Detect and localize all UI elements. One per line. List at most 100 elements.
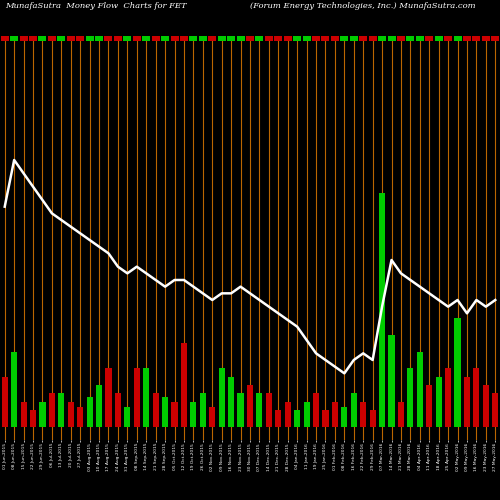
Bar: [20, 36, 28, 41]
Bar: [274, 36, 282, 41]
Bar: [208, 36, 216, 41]
Bar: [256, 394, 262, 426]
Bar: [342, 406, 347, 426]
Bar: [190, 36, 198, 41]
Bar: [11, 352, 17, 426]
Bar: [492, 36, 500, 41]
Bar: [38, 36, 46, 41]
Bar: [350, 36, 358, 41]
Bar: [436, 376, 442, 426]
Bar: [312, 36, 320, 41]
Bar: [95, 36, 103, 41]
Bar: [454, 318, 460, 426]
Bar: [398, 402, 404, 426]
Bar: [30, 410, 36, 426]
Bar: [360, 402, 366, 426]
Bar: [370, 410, 376, 426]
Bar: [172, 402, 177, 426]
Bar: [49, 394, 55, 426]
Bar: [322, 410, 328, 426]
Bar: [10, 36, 18, 41]
Bar: [58, 36, 66, 41]
Bar: [218, 36, 226, 41]
Bar: [331, 36, 339, 41]
Bar: [454, 36, 462, 41]
Bar: [77, 406, 84, 426]
Bar: [134, 368, 140, 426]
Bar: [246, 36, 254, 41]
Bar: [200, 394, 206, 426]
Bar: [20, 402, 26, 426]
Bar: [304, 402, 310, 426]
Bar: [142, 36, 150, 41]
Bar: [2, 376, 8, 426]
Bar: [152, 394, 158, 426]
Bar: [322, 36, 330, 41]
Bar: [115, 394, 121, 426]
Bar: [236, 36, 244, 41]
Bar: [284, 402, 291, 426]
Bar: [340, 36, 348, 41]
Bar: [482, 36, 490, 41]
Bar: [133, 36, 141, 41]
Bar: [66, 36, 75, 41]
Bar: [124, 36, 132, 41]
Bar: [29, 36, 37, 41]
Bar: [472, 36, 480, 41]
Bar: [68, 402, 74, 426]
Bar: [238, 394, 244, 426]
Bar: [397, 36, 405, 41]
Bar: [416, 36, 424, 41]
Bar: [302, 36, 310, 41]
Bar: [162, 396, 168, 426]
Text: MunafaSutra  Money Flow  Charts for FET: MunafaSutra Money Flow Charts for FET: [5, 2, 186, 10]
Bar: [106, 368, 112, 426]
Bar: [293, 36, 301, 41]
Bar: [114, 36, 122, 41]
Bar: [425, 36, 434, 41]
Bar: [378, 36, 386, 41]
Bar: [209, 406, 216, 426]
Bar: [40, 402, 46, 426]
Bar: [181, 344, 187, 426]
Bar: [463, 36, 471, 41]
Bar: [228, 376, 234, 426]
Bar: [275, 410, 281, 426]
Bar: [58, 394, 64, 426]
Bar: [180, 36, 188, 41]
Bar: [86, 396, 92, 426]
Text: (Forum Energy Technologies, Inc.) MunafaSutra.com: (Forum Energy Technologies, Inc.) Munafa…: [250, 2, 476, 10]
Bar: [406, 36, 414, 41]
Bar: [199, 36, 207, 41]
Bar: [332, 402, 338, 426]
Bar: [388, 36, 396, 41]
Bar: [426, 385, 432, 426]
Bar: [152, 36, 160, 41]
Bar: [464, 376, 470, 426]
Bar: [247, 385, 253, 426]
Bar: [256, 36, 264, 41]
Bar: [313, 394, 319, 426]
Bar: [190, 402, 196, 426]
Bar: [434, 36, 442, 41]
Bar: [416, 352, 423, 426]
Bar: [161, 36, 169, 41]
Bar: [266, 394, 272, 426]
Bar: [379, 194, 385, 426]
Bar: [265, 36, 273, 41]
Bar: [483, 385, 489, 426]
Bar: [76, 36, 84, 41]
Bar: [492, 394, 498, 426]
Bar: [388, 335, 394, 426]
Bar: [445, 368, 451, 426]
Bar: [444, 36, 452, 41]
Bar: [474, 368, 480, 426]
Bar: [294, 410, 300, 426]
Bar: [359, 36, 367, 41]
Bar: [284, 36, 292, 41]
Bar: [350, 394, 357, 426]
Bar: [408, 368, 414, 426]
Bar: [48, 36, 56, 41]
Bar: [104, 36, 112, 41]
Bar: [143, 368, 150, 426]
